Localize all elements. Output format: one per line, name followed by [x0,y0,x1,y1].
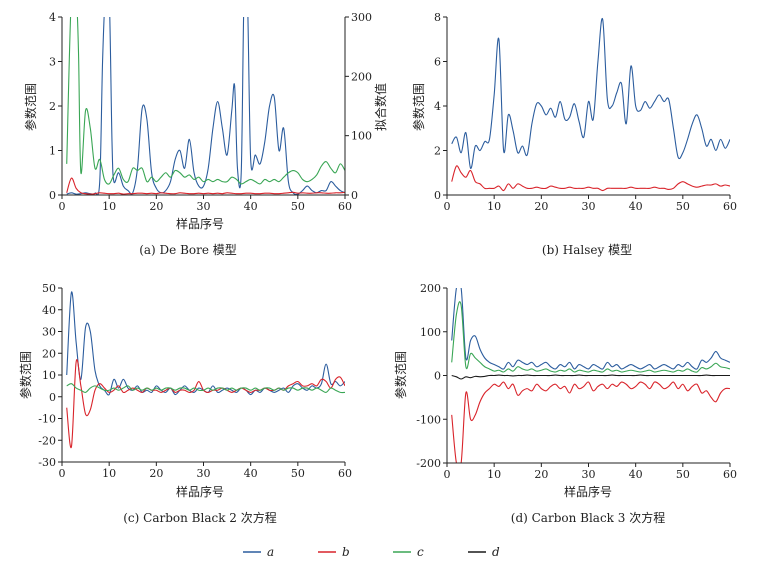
series-group [451,17,730,192]
x-tick-label: 30 [197,467,211,480]
x-tick-label: 10 [487,200,501,213]
y-tick-label: 0 [434,189,441,202]
legend-label-a: a [267,545,274,559]
y2-axis-label: 拟合数值 [373,83,388,131]
y-axis-label: 参数范围 [23,83,38,131]
x-tick-label: 50 [291,200,305,213]
x-axis-label: 样品序号 [176,484,224,499]
y-tick-label: -20 [38,434,56,447]
chart-caption: (c) Carbon Black 2 次方程 [123,510,277,525]
y-tick-label: 50 [42,282,56,295]
legend-label-c: c [417,545,424,559]
x-tick-label: 10 [102,200,116,213]
x-tick-label: 30 [197,200,211,213]
y-tick-label: 200 [420,282,441,295]
chart-caption: (b) Halsey 模型 [542,243,632,257]
y-tick-label: 20 [42,347,56,360]
legend-label-d: d [492,545,500,559]
legend: a b c d [243,545,500,559]
chart-panel-b: 0 10 20 30 40 50 60 0 2 4 6 8 参数范围 (b) Halsey 模型 [411,11,737,257]
y2-tick-label: 300 [351,11,372,24]
y-tick-label: 1 [49,145,56,158]
y-tick-label: 40 [42,304,56,317]
y-tick-label: 10 [42,369,56,382]
series-group [66,291,345,449]
x-tick-label: 20 [149,200,163,213]
x-tick-label: 60 [338,200,352,213]
series-line-b [451,381,730,463]
x-tick-label: 10 [487,468,501,481]
x-tick-label: 60 [723,200,737,213]
x-tick-label: 40 [244,467,258,480]
x-tick-label: 30 [582,468,596,481]
chart-caption: (a) De Bore 模型 [139,243,237,257]
y-axis-label: 参数范围 [18,351,33,399]
series-line-d [451,374,730,380]
chart-caption: (d) Carbon Black 3 次方程 [511,510,665,525]
y-tick-label: 4 [434,100,441,113]
y-tick-label: -30 [38,456,56,469]
y-tick-label: 6 [434,56,441,69]
y-tick-label: 2 [49,100,56,113]
series-line-a [451,17,730,169]
x-tick-label: 50 [676,200,690,213]
x-tick-label: 20 [534,468,548,481]
series-line-c [66,383,345,394]
series-group [66,17,345,195]
y-axis-label: 参数范围 [411,83,426,131]
y-tick-label: 0 [49,189,56,202]
series-line-a [66,17,345,195]
x-tick-label: 40 [629,200,643,213]
legend-label-b: b [342,545,350,559]
x-tick-label: 30 [582,200,596,213]
x-tick-label: 20 [534,200,548,213]
series-line-a [66,291,345,396]
series-line-c [451,301,730,373]
x-tick-label: 40 [244,200,258,213]
y-tick-label: 100 [420,326,441,339]
y2-tick-label: 0 [351,189,358,202]
series-line-b [66,177,345,195]
series-line-c [66,17,345,185]
y-tick-label: 2 [434,145,441,158]
y-tick-label: 4 [49,11,56,24]
series-line-b [66,359,345,449]
y-tick-label: -200 [416,457,441,470]
y-tick-label: -10 [38,413,56,426]
x-tick-label: 60 [723,468,737,481]
series-group [451,288,730,463]
x-tick-label: 50 [291,467,305,480]
x-tick-label: 0 [59,200,66,213]
chart-panel-a: 0 10 20 30 40 50 60012340100200300拟合数值参数范围样品序号… [23,11,388,257]
x-tick-label: 0 [444,468,451,481]
y2-tick-label: 200 [351,70,372,83]
y-tick-label: 0 [49,391,56,404]
y-axis-label: 参数范围 [393,351,408,399]
x-tick-label: 10 [102,467,116,480]
y-tick-label: -100 [416,413,441,426]
series-line-a [451,288,730,370]
x-tick-label: 0 [444,200,451,213]
y-tick-label: 8 [434,11,441,24]
series-line-b [451,165,730,192]
y-tick-label: 3 [49,56,56,69]
x-axis-label: 样品序号 [176,216,224,231]
x-tick-label: 50 [676,468,690,481]
x-tick-label: 40 [629,468,643,481]
y2-tick-label: 100 [351,130,372,143]
x-tick-label: 20 [149,467,163,480]
y-tick-label: 30 [42,326,56,339]
x-tick-label: 0 [59,467,66,480]
x-axis-label: 样品序号 [564,484,612,499]
chart-panel-c: 0 10 20 30 40 50 60 -30 -20 -10 0 10 20 30 40 50 参数范围样品序… [18,282,352,525]
y-tick-label: 0 [434,370,441,383]
x-tick-label: 60 [338,467,352,480]
